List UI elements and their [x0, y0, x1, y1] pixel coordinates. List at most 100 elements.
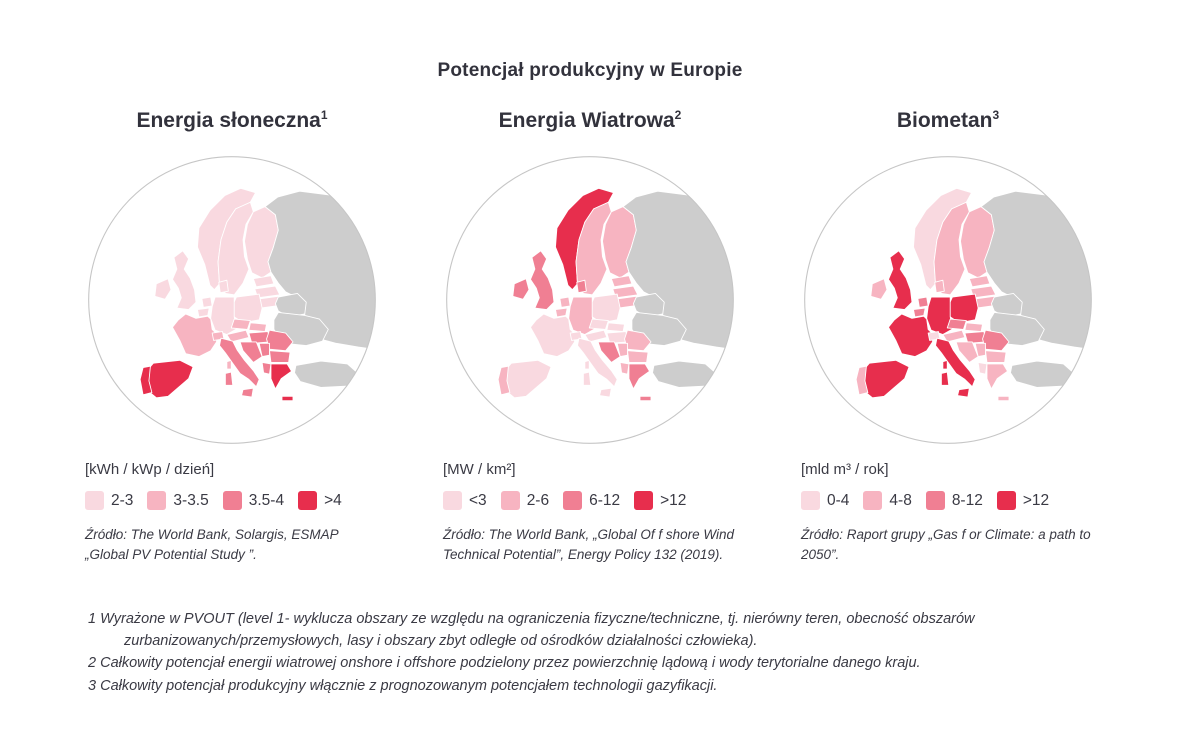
legend-label: 2-3	[111, 491, 134, 509]
legend-solar: 2-3 3-3.5 3.5-4 >4	[85, 491, 379, 510]
country-bulgaria	[627, 350, 649, 363]
country-slovakia	[964, 322, 983, 333]
country-sweden	[933, 201, 970, 296]
legend-swatch-level-4	[634, 491, 654, 510]
legend-item: >12	[634, 491, 686, 510]
legend-label: >4	[324, 491, 342, 509]
country-belgium	[913, 307, 926, 318]
country-netherlands	[559, 296, 571, 308]
country-ireland	[870, 278, 888, 300]
legend-swatch-level-4	[996, 491, 1016, 510]
country-austria	[226, 329, 250, 343]
legend-item: 4-8	[863, 491, 912, 510]
country-ireland	[512, 278, 530, 300]
country-germany	[568, 296, 596, 335]
country-poland	[232, 293, 263, 324]
europe-map-solar	[85, 153, 379, 447]
country-serbia	[974, 342, 986, 358]
footnote-2: 2 Całkowity potencjał energii wiatrowej …	[88, 655, 921, 672]
panel-title-sup: 2	[674, 108, 682, 122]
country-estonia	[968, 275, 991, 288]
map-circle-border	[446, 156, 734, 444]
country-portugal	[497, 365, 511, 396]
country-poland	[948, 293, 979, 324]
legend-swatch-level-3	[563, 491, 583, 510]
legend-item: 3-3.5	[147, 491, 209, 510]
country-uk	[888, 250, 913, 310]
legend-label: <3	[469, 491, 487, 509]
country-sweden	[217, 201, 254, 296]
panel-biomethane: Biometan3 [mld m³ / rok] 0-4 4-8 8-12 >1…	[801, 108, 1095, 566]
country-romania	[624, 329, 652, 352]
country-denmark	[218, 279, 229, 294]
legend-item: 2-6	[500, 491, 550, 510]
country-greece	[986, 363, 1010, 402]
country-czechia	[588, 318, 609, 330]
country-estonia	[610, 275, 633, 288]
panel-title-sup: 1	[320, 108, 328, 122]
country-croatia	[955, 341, 979, 363]
legend-label: 3-3.5	[173, 491, 209, 509]
legend-biomethane: 0-4 4-8 8-12 >12	[801, 491, 1095, 510]
country-france	[530, 313, 590, 370]
country-portugal	[139, 365, 153, 396]
legend-item: >4	[298, 491, 342, 510]
country-netherlands	[917, 296, 929, 308]
legend-label: 8-12	[951, 491, 983, 509]
legend-label: 2-6	[526, 491, 550, 509]
country-romania	[982, 329, 1010, 352]
source-note-biomethane: Źródło: Raport grupy „Gas f or Climate: …	[801, 527, 1091, 563]
unit-label-wind: [MW / km²]	[443, 461, 516, 478]
country-greece	[628, 363, 652, 402]
legend-label: >12	[660, 491, 687, 509]
legend-item: 2-3	[85, 491, 133, 510]
country-poland	[590, 293, 621, 324]
country-albania	[619, 362, 630, 375]
country-france	[888, 313, 948, 370]
country-slovakia	[248, 322, 267, 333]
map-circle-border	[804, 156, 1092, 444]
panel-title-text: Energia słoneczna	[136, 109, 321, 132]
country-bulgaria	[985, 350, 1007, 363]
legend-item: 8-12	[925, 491, 983, 510]
country-austria	[584, 329, 608, 343]
legend-swatch-level-1	[85, 491, 104, 510]
footnotes: 1 Wyrażone w PVOUT (level 1- wyklucza ob…	[88, 608, 1118, 698]
country-croatia	[597, 341, 621, 363]
legend-label: 6-12	[589, 491, 621, 509]
legend-wind: <3 2-6 6-12 >12	[443, 491, 737, 510]
country-ireland	[154, 278, 172, 300]
country-denmark	[576, 279, 587, 294]
country-italy	[219, 337, 260, 398]
legend-item: 6-12	[563, 491, 620, 510]
country-croatia	[239, 341, 263, 363]
panel-title-solar: Energia słoneczna1	[85, 108, 379, 133]
footnote-3: 3 Całkowity potencjał produkcyjny włączn…	[88, 677, 718, 694]
country-italy	[935, 337, 976, 398]
map-circle-border	[88, 156, 376, 444]
country-czechia	[946, 318, 967, 330]
panel-title-wind: Energia Wiatrowa2	[443, 108, 737, 133]
legend-label: >12	[1022, 491, 1050, 509]
country-serbia	[616, 342, 628, 358]
europe-map-svg	[804, 156, 1092, 444]
legend-swatch-level-1	[801, 491, 820, 510]
legend-swatch-level-2	[863, 491, 883, 510]
legend-item: 3.5-4	[222, 491, 284, 510]
country-sweden	[575, 201, 612, 296]
legend-label: 0-4	[827, 491, 850, 509]
legend-swatch-level-4	[298, 491, 318, 510]
country-belgium	[555, 307, 568, 318]
country-albania	[261, 362, 272, 375]
country-germany	[210, 296, 238, 335]
panel-title-biomethane: Biometan3	[801, 108, 1095, 133]
legend-swatch-level-2	[147, 491, 167, 510]
panel-title-text: Biometan	[896, 109, 993, 132]
europe-map-svg	[88, 156, 376, 444]
legend-label: 4-8	[889, 491, 912, 509]
panels-row: Energia słoneczna1 [kWh / kWp / dzień] 2…	[0, 108, 1180, 566]
infographic: Potencjał produkcyjny w Europie Energia …	[0, 60, 1180, 698]
source-note-solar: Źródło: The World Bank, Solargis, ESMAP …	[85, 527, 339, 563]
country-greece	[270, 363, 294, 402]
country-estonia	[252, 275, 275, 288]
